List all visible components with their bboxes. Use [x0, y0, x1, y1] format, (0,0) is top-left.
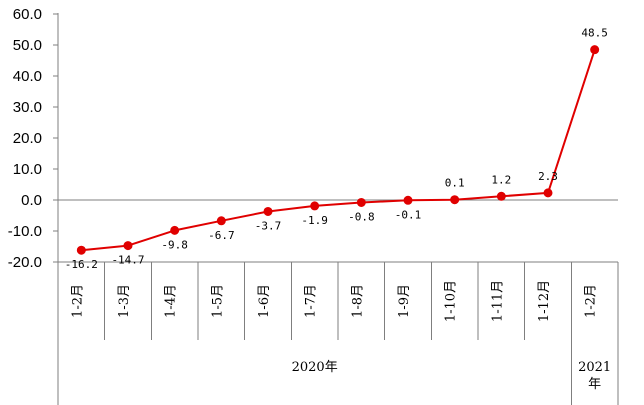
data-point-9: [496, 191, 506, 201]
data-label-5: -1.9: [301, 214, 328, 227]
data-label-3: -6.7: [208, 229, 235, 242]
y-tick-label-2: 40.0: [13, 68, 42, 85]
category-label-6: 1-8月: [350, 284, 365, 318]
y-tick-label-1: 50.0: [13, 37, 42, 54]
y-tick-label-8: -20.0: [8, 254, 42, 271]
category-label-11: 1-2月: [584, 284, 599, 318]
data-label-9: 1.2: [491, 173, 511, 186]
y-tick-label-5: 10.0: [13, 161, 42, 178]
data-point-6: [356, 197, 366, 207]
data-label-2: -9.8: [161, 238, 188, 251]
data-point-4: [263, 206, 273, 216]
data-point-2: [170, 225, 180, 235]
data-point-5: [310, 201, 320, 211]
data-point-1: [123, 241, 133, 251]
category-label-3: 1-5月: [210, 284, 225, 318]
data-label-8: 0.1: [445, 177, 465, 190]
data-point-3: [216, 216, 226, 226]
data-label-4: -3.7: [255, 219, 282, 232]
year-label-2021-line-2: 年: [588, 377, 601, 392]
year-label-2021-line-1: 2021: [578, 360, 611, 375]
y-tick-label-4: 20.0: [13, 130, 42, 147]
category-label-10: 1-12月: [537, 280, 552, 322]
category-label-1: 1-3月: [117, 284, 132, 318]
data-label-7: -0.1: [395, 208, 422, 221]
data-label-6: -0.8: [348, 210, 375, 223]
data-label-1: -14.7: [111, 254, 144, 267]
category-label-8: 1-10月: [444, 280, 459, 322]
y-tick-label-0: 60.0: [13, 6, 42, 23]
year-label-2020: 2020年: [292, 360, 338, 375]
y-tick-label-7: -10.0: [8, 223, 42, 240]
year-label-2021: 2021 年: [578, 360, 611, 392]
category-label-7: 1-9月: [397, 284, 412, 318]
data-point-7: [403, 195, 413, 205]
category-label-2: 1-4月: [164, 284, 179, 318]
category-label-9: 1-11月: [490, 280, 505, 322]
data-point-0: [76, 245, 86, 255]
y-tick-label-6: 0.0: [21, 192, 42, 209]
data-label-0: -16.2: [65, 258, 98, 271]
data-point-10: [543, 188, 553, 198]
category-label-5: 1-7月: [304, 284, 319, 318]
data-label-11: 48.5: [581, 27, 608, 40]
y-tick-label-3: 30.0: [13, 99, 42, 116]
data-point-11: [590, 45, 600, 55]
data-label-10: 2.3: [538, 170, 558, 183]
data-point-8: [450, 195, 460, 205]
category-label-4: 1-6月: [257, 284, 272, 318]
category-label-0: 1-2月: [70, 284, 85, 318]
series-line: [81, 49, 596, 252]
